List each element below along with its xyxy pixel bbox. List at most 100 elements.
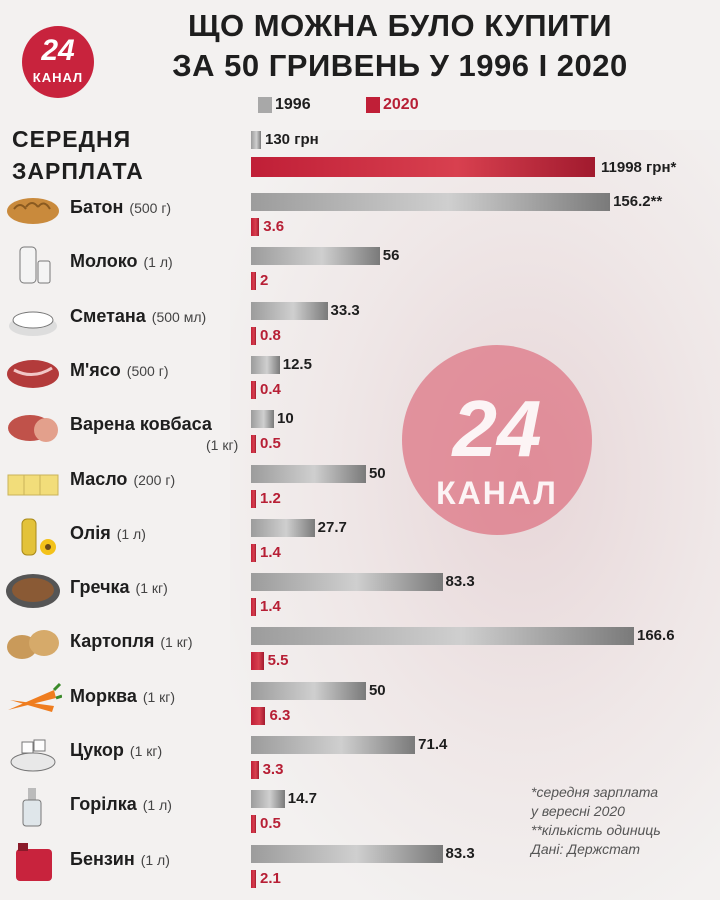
- bar-2020: [251, 761, 259, 779]
- value-label-1996: 27.7: [317, 519, 347, 536]
- value-label-2020: 3.6: [263, 218, 285, 235]
- product-unit: (1 л): [140, 852, 170, 868]
- bar-1996: [251, 302, 328, 320]
- bar-1996: [251, 682, 366, 700]
- product-unit: (1 кг): [135, 580, 168, 596]
- sugar-icon: [10, 739, 56, 772]
- value-label-1996: 71.4: [418, 736, 448, 753]
- salary-bar-2020: [251, 157, 595, 177]
- value-label-2020: 1.4: [260, 598, 281, 615]
- value-label-1996: 50: [368, 465, 386, 482]
- bar-2020: [251, 218, 260, 236]
- product-name: Варена ковбаса: [70, 414, 212, 434]
- bar-1996: [251, 845, 443, 863]
- bar-1996: [251, 736, 416, 754]
- fuel-can-icon: [16, 843, 52, 881]
- bar-2020: [251, 870, 256, 888]
- logo-brand: КАНАЛ: [32, 70, 84, 85]
- bar-2020: [251, 435, 256, 453]
- value-label-1996: 156.2**: [613, 193, 663, 210]
- product-unit: (500 г): [129, 200, 172, 216]
- value-label-1996: 12.5: [282, 356, 312, 373]
- bar-1996: [251, 410, 274, 428]
- value-label-2020: 0.5: [260, 815, 281, 832]
- legend-swatch-2020: [366, 97, 380, 113]
- product-unit: (200 г): [133, 472, 176, 488]
- product-unit: (1 л): [143, 254, 173, 270]
- salary-value-1996: 130 грн: [265, 131, 319, 148]
- bar-2020: [251, 598, 256, 616]
- value-label-1996: 14.7: [287, 790, 317, 807]
- product-name: Батон (500 г): [70, 197, 172, 217]
- value-label-1996: 83.3: [445, 573, 475, 590]
- sour-cream-icon: [9, 311, 57, 336]
- potato-icon: [7, 630, 59, 659]
- bar-2020: [251, 707, 266, 725]
- bar-2020: [251, 490, 256, 508]
- value-label-2020: 0.5: [260, 435, 281, 452]
- value-label-2020: 2: [260, 272, 269, 289]
- value-label-2020: 5.5: [267, 652, 289, 669]
- value-label-1996: 33.3: [330, 302, 360, 319]
- product-unit: (1 л): [142, 797, 172, 813]
- bar-1996: [251, 465, 366, 483]
- bar-2020: [251, 381, 256, 399]
- buckwheat-icon: [6, 574, 60, 608]
- bar-1996: [251, 193, 611, 211]
- salary-value-2020: 11998 грн*: [601, 159, 677, 176]
- channel-watermark-logo: 24 КАНАЛ: [402, 345, 592, 535]
- source-note: Дані: Держстат: [531, 841, 641, 857]
- value-label-2020: 3.3: [262, 761, 284, 778]
- watermark-brand: КАНАЛ: [436, 475, 558, 511]
- salary-label-line-2: ЗАРПЛАТА: [12, 158, 144, 184]
- product-unit: (1 кг): [206, 437, 239, 453]
- value-label-1996: 50: [368, 682, 386, 699]
- bar-1996: [251, 519, 315, 537]
- salary-bar-1996: [251, 131, 261, 149]
- bar-2020: [251, 815, 256, 833]
- meat-icon: [7, 360, 59, 388]
- sausage-icon: [8, 415, 58, 442]
- bar-1996: [251, 627, 634, 645]
- value-label-1996: 166.6: [637, 627, 675, 644]
- bar-2020: [251, 272, 256, 290]
- bar-2020: [251, 327, 256, 345]
- value-label-1996: 56: [382, 247, 400, 264]
- product-name: Картопля (1 кг): [70, 631, 193, 651]
- footnotes: *середня зарплата у вересні 2020 **кільк…: [531, 783, 661, 859]
- product-name: Цукор (1 кг): [70, 740, 163, 760]
- value-label-2020: 2.1: [260, 870, 281, 887]
- oil-icon: [21, 518, 56, 556]
- legend-label-2020: 2020: [383, 96, 419, 113]
- chart-title-line-2: ЗА 50 ГРИВЕНЬ У 1996 І 2020: [172, 48, 628, 83]
- product-unit: (1 л): [116, 526, 146, 542]
- salary-label-line-1: СЕРЕДНЯ: [12, 126, 132, 152]
- value-label-2020: 0.4: [260, 381, 281, 398]
- legend-swatch-1996: [258, 97, 272, 113]
- product-name: Масло (200 г): [70, 469, 176, 489]
- footnote-line: **кількість одиниць: [531, 822, 661, 838]
- butter-icon: [7, 474, 59, 496]
- product-unit: (1 кг): [142, 689, 176, 705]
- product-unit: (500 мл): [151, 309, 207, 325]
- product-name: М'ясо (500 г): [70, 360, 169, 380]
- product-name: Олія (1 л): [70, 523, 146, 543]
- milk-icon: [19, 246, 51, 284]
- legend-label-1996: 1996: [275, 96, 311, 113]
- product-name: Горілка (1 л): [70, 794, 172, 814]
- product-unit: (500 г): [126, 363, 169, 379]
- product-name: Гречка (1 кг): [70, 577, 168, 597]
- value-label-2020: 1.4: [260, 544, 281, 561]
- bar-1996: [251, 790, 285, 808]
- product-unit: (1 кг): [160, 634, 193, 650]
- product-unit: (1 кг): [129, 743, 163, 759]
- bar-1996: [251, 247, 380, 265]
- footnote-line: у вересні 2020: [531, 803, 625, 819]
- value-label-2020: 6.3: [269, 707, 291, 724]
- carrot-icon: [8, 682, 62, 712]
- logo-number: 24: [41, 34, 75, 67]
- product-name: Сметана (500 мл): [70, 306, 207, 326]
- footnote-line: *середня зарплата: [531, 784, 659, 800]
- value-label-1996: 83.3: [445, 845, 475, 862]
- bar-2020: [251, 652, 264, 670]
